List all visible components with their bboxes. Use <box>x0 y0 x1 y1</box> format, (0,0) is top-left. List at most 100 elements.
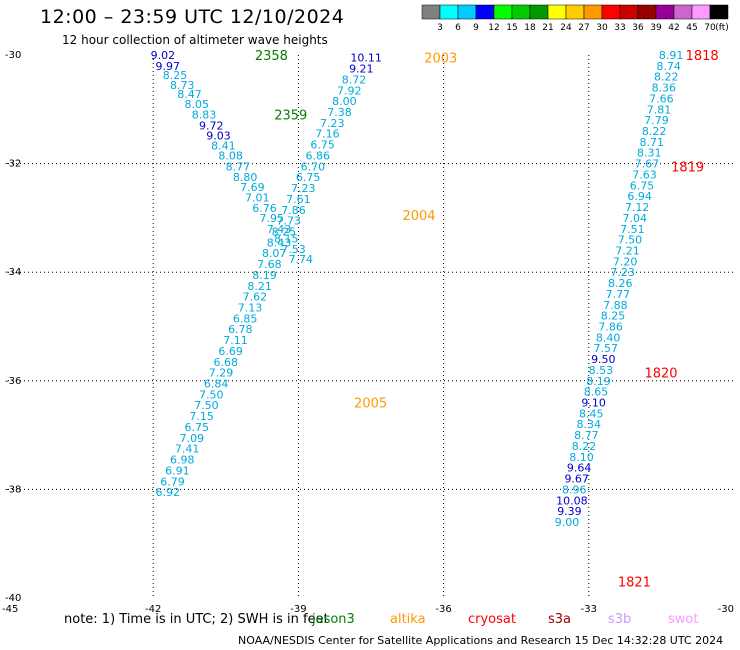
wave-height-point: 7.09 <box>180 432 205 445</box>
colorbar-swatch <box>565 4 585 20</box>
wave-height-point: 7.53 <box>281 243 306 256</box>
time-label: 2358 <box>255 49 288 64</box>
colorbar-swatch <box>511 4 531 20</box>
colorbar-swatch <box>637 4 657 20</box>
wave-height-point: 7.23 <box>320 117 345 130</box>
wave-height-point: 8.00 <box>332 95 357 108</box>
time-label: 1821 <box>618 576 651 591</box>
wave-height-point: 6.98 <box>170 454 195 467</box>
colorbar-tick-label: 24 <box>560 23 572 33</box>
wave-height-point: 7.61 <box>286 193 311 206</box>
wave-height-point: 7.20 <box>613 255 638 268</box>
wave-height-point: 7.01 <box>245 191 270 204</box>
colorbar-tick-label: 39 <box>650 23 662 33</box>
mission-swot: swot <box>668 612 699 627</box>
wave-height-point: 8.34 <box>577 418 602 431</box>
y-tick-label: -30 <box>5 50 21 61</box>
y-tick-label: -36 <box>5 376 21 387</box>
x-tick-label: -30 <box>718 604 734 615</box>
wave-height-point: 7.92 <box>337 84 362 97</box>
wave-height-point: 6.85 <box>233 312 258 325</box>
wave-height-point: 9.97 <box>155 60 180 73</box>
colorbar-swatch <box>655 4 675 20</box>
mission-s3a: s3a <box>548 612 572 627</box>
wave-height-point: 7.13 <box>238 301 263 314</box>
wave-height-point: 7.86 <box>281 204 306 217</box>
wave-height-point: 7.68 <box>257 258 282 271</box>
wave-height-point: 8.08 <box>218 149 243 162</box>
colorbar-swatch <box>493 4 513 20</box>
wave-height-point: 7.81 <box>647 103 672 116</box>
time-label: 1818 <box>686 49 719 64</box>
wave-height-point: 7.86 <box>598 321 623 334</box>
wave-height-point: 8.10 <box>569 451 594 464</box>
wave-height-point: 8.53 <box>589 364 614 377</box>
footer-note: note: 1) Time is in UTC; 2) SWH is in fe… <box>64 612 329 627</box>
y-tick-label: -32 <box>5 159 21 170</box>
colorbar-swatch <box>691 4 711 20</box>
y-tick-label: -40 <box>5 593 21 604</box>
y-tick-label: -34 <box>5 267 21 278</box>
wave-height-point: 7.43 <box>267 223 292 236</box>
mission-s3b: s3b <box>608 612 632 627</box>
colorbar-tick-label: 3 <box>437 23 443 33</box>
wave-height-point: 9.50 <box>591 353 616 366</box>
wave-height-point: 8.91 <box>659 49 684 62</box>
x-tick-label: -45 <box>2 604 18 615</box>
wave-height-point: 6.76 <box>252 202 277 215</box>
wave-height-point: 6.75 <box>185 421 210 434</box>
wave-height-point: 7.79 <box>644 114 669 127</box>
wave-height-point: 6.75 <box>630 179 655 192</box>
wave-height-point: 6.68 <box>214 356 239 369</box>
wave-height-point: 8.45 <box>579 407 604 420</box>
wave-height-point: 7.66 <box>649 92 674 105</box>
wave-height-point: 6.94 <box>627 190 652 203</box>
wave-height-point: 9.21 <box>349 63 374 76</box>
time-labels: 2358 2359 2003 2004 2005 1818 1819 1820 1821 <box>255 49 719 591</box>
wave-height-point: 7.95 <box>260 212 285 225</box>
wave-height-point: 8.31 <box>637 147 662 160</box>
wave-height-point: 9.39 <box>557 505 582 518</box>
wave-height-point: 8.36 <box>652 82 677 95</box>
mission-altika: altika <box>390 612 426 627</box>
x-tick-label: -42 <box>145 604 161 615</box>
chart-subtitle: 12 hour collection of altimeter wave hei… <box>62 33 328 47</box>
wave-height-point: 8.43 <box>267 236 292 249</box>
wave-height-point: 7.50 <box>194 399 219 412</box>
colorbar-swatch <box>475 4 495 20</box>
wave-height-point: 8.05 <box>185 98 210 111</box>
colorbar-tick-label: 30 <box>596 23 608 33</box>
colorbar-swatch <box>619 4 639 20</box>
wave-height-point: 8.74 <box>656 60 681 73</box>
mission-cryosat: cryosat <box>468 612 516 627</box>
wave-height-point: 7.21 <box>615 244 640 257</box>
wave-height-point: 7.04 <box>623 212 648 225</box>
mission-jason3: jason3 <box>312 612 355 627</box>
wave-height-point: 9.00 <box>555 516 580 529</box>
wave-height-point: 7.50 <box>618 234 643 247</box>
wave-height-point: 8.73 <box>170 79 195 92</box>
wave-height-point: 8.80 <box>233 171 258 184</box>
wave-height-point: 7.11 <box>223 334 248 347</box>
wave-height-point: 7.73 <box>276 215 301 228</box>
colorbar-swatch <box>709 4 729 20</box>
wave-height-point: 8.19 <box>586 375 611 388</box>
wave-height-point: 8.65 <box>584 386 609 399</box>
wave-height-point: 6.86 <box>306 149 331 162</box>
plot-grid <box>8 55 734 598</box>
colorbar-tick-label: 21 <box>542 23 553 33</box>
colorbar-swatch <box>421 4 441 20</box>
wave-height-point: 7.41 <box>175 443 200 456</box>
colorbar-tick-label: 6 <box>455 23 461 33</box>
wave-height-point: 8.22 <box>642 125 667 138</box>
colorbar: 3 6 9 12 15 18 21 24 27 30 33 36 39 42 45 70 (ft) <box>421 4 729 33</box>
wave-height-point: 10.08 <box>556 494 588 507</box>
wave-height-point: 7.15 <box>189 410 214 423</box>
wave-height-point: 9.02 <box>151 49 176 62</box>
wave-height-point: 7.77 <box>606 288 631 301</box>
colorbar-swatch <box>529 4 549 20</box>
wave-height-point: 8.83 <box>192 109 217 122</box>
wave-height-point: 6.75 <box>296 171 321 184</box>
colorbar-tick-label: 9 <box>473 23 479 33</box>
